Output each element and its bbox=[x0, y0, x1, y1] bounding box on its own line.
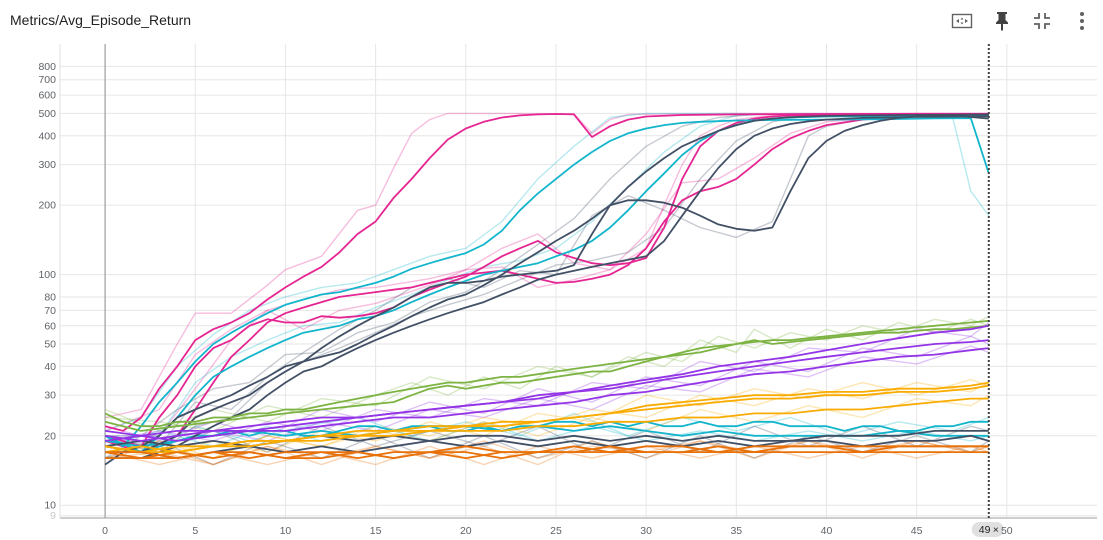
series-line-16 bbox=[104, 347, 989, 442]
y-tick-label: 20 bbox=[44, 430, 56, 442]
more-options-button[interactable] bbox=[1067, 8, 1097, 34]
y-tick-label: 400 bbox=[38, 130, 56, 142]
x-tick-label: 40 bbox=[821, 525, 833, 537]
chart-axes bbox=[59, 44, 1097, 519]
y-tick-label: 70 bbox=[44, 305, 56, 317]
y-tick-label: 800 bbox=[38, 61, 56, 73]
x-tick-label: 45 bbox=[911, 525, 923, 537]
x-tick-label: 0 bbox=[102, 525, 108, 537]
series-line-3 bbox=[104, 117, 990, 448]
collapse-button[interactable] bbox=[1027, 8, 1057, 34]
pin-icon bbox=[996, 12, 1008, 31]
tick-labels: 9102030405060708010020030040050060070080… bbox=[38, 61, 1012, 537]
y-tick-label: 500 bbox=[38, 108, 56, 120]
y-tick-label: 100 bbox=[38, 269, 56, 281]
more-vert-icon bbox=[1080, 12, 1084, 30]
fit-to-data-button[interactable] bbox=[947, 8, 977, 34]
series-shadow-13 bbox=[105, 318, 990, 432]
y-tick-label: 600 bbox=[38, 90, 56, 102]
y-tick-label: 700 bbox=[38, 74, 56, 86]
y-tick-label: 30 bbox=[44, 390, 56, 402]
x-tick-label: 10 bbox=[280, 525, 292, 537]
series-line-22 bbox=[104, 445, 989, 459]
series-line-18 bbox=[104, 381, 989, 453]
x-tick-label: 5 bbox=[192, 525, 198, 537]
series-shadow-4 bbox=[105, 112, 989, 437]
x-tick-label: 35 bbox=[730, 525, 742, 537]
series-shadow-16 bbox=[104, 345, 990, 447]
series-shadow-1 bbox=[104, 113, 989, 432]
x-tick-label: 50 bbox=[1001, 525, 1013, 537]
series-line-13 bbox=[104, 324, 989, 432]
x-tick-label: 30 bbox=[640, 525, 652, 537]
y-tick-label: 60 bbox=[44, 320, 56, 332]
series-line-9 bbox=[105, 115, 989, 459]
chart-toolbar bbox=[947, 8, 1097, 34]
x-tick-label: 20 bbox=[460, 525, 472, 537]
series-smoothing-shadows bbox=[104, 112, 990, 466]
y-tick-label: 9 bbox=[50, 510, 56, 522]
cursor-badge bbox=[971, 522, 1004, 537]
x-tick-label: 25 bbox=[550, 525, 562, 537]
x-tick-label: 15 bbox=[370, 525, 382, 537]
y-tick-label: 10 bbox=[44, 500, 56, 512]
y-tick-label: 40 bbox=[44, 361, 56, 373]
series-lines bbox=[104, 112, 990, 466]
series-line-19 bbox=[104, 397, 989, 453]
series-line-8 bbox=[104, 114, 989, 453]
series-line-12 bbox=[104, 320, 989, 428]
series-shadow-7 bbox=[104, 113, 989, 459]
y-tick-label: 50 bbox=[44, 339, 56, 351]
cursor-step-label: 49 bbox=[979, 524, 991, 536]
series-shadow-18 bbox=[104, 379, 990, 459]
cursor-clear-icon[interactable]: × bbox=[993, 524, 999, 536]
y-tick-label: 80 bbox=[44, 291, 56, 303]
pin-button[interactable] bbox=[987, 8, 1017, 34]
series-line-7 bbox=[104, 113, 989, 466]
collapse-icon bbox=[1034, 13, 1050, 29]
series-line-14 bbox=[104, 339, 989, 437]
series-shadow-0 bbox=[104, 112, 989, 419]
series-shadow-9 bbox=[105, 113, 989, 453]
y-tick-label: 300 bbox=[38, 159, 56, 171]
series-line-0 bbox=[104, 112, 989, 432]
step-cursor[interactable]: 49 × bbox=[971, 44, 1004, 537]
y-tick-label: 200 bbox=[38, 200, 56, 212]
chart-title: Metrics/Avg_Episode_Return bbox=[10, 12, 192, 28]
fit-to-data-icon bbox=[951, 13, 973, 29]
